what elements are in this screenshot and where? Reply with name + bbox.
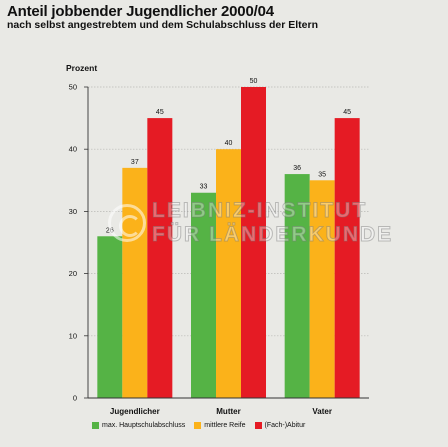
legend-swatch bbox=[194, 422, 202, 429]
chart-title: Anteil jobbender Jugendlicher 2000/04 bbox=[7, 3, 274, 20]
data-label: 33 bbox=[200, 184, 208, 191]
copyright-logo-icon bbox=[108, 204, 146, 242]
y-tick-label: 20 bbox=[69, 269, 77, 278]
y-tick-label: 40 bbox=[69, 145, 77, 154]
watermark-line-2: FÜR LÄNDERKUNDE bbox=[151, 223, 394, 246]
bar-2-vater bbox=[309, 180, 335, 398]
legend-swatch bbox=[92, 422, 99, 429]
data-label: 50 bbox=[250, 78, 258, 85]
data-label: 36 bbox=[293, 165, 301, 172]
bar-1-mutter bbox=[191, 192, 216, 398]
y-tick-label: 50 bbox=[69, 83, 77, 92]
watermark: LEIBNIZ-INSTITUT FÜR LÄNDERKUNDE bbox=[108, 198, 392, 252]
bar-1-vater bbox=[284, 174, 310, 398]
bar-3-mutter bbox=[241, 87, 266, 398]
legend-swatch bbox=[254, 422, 262, 429]
bar-1-jugendlicher bbox=[97, 236, 123, 398]
legend-label: (Fach-)Abitur bbox=[264, 422, 306, 429]
x-tick-label: Jugendlicher bbox=[110, 407, 160, 416]
legend-label: max. Hauptschulabschluss bbox=[102, 422, 186, 429]
watermark-line-1: LEIBNIZ-INSTITUT bbox=[151, 199, 368, 222]
legend-label: mittlere Reife bbox=[204, 422, 246, 429]
bar-2-mutter bbox=[216, 149, 241, 398]
legend-item: (Fach-)Abitur bbox=[254, 422, 306, 429]
data-label: 45 bbox=[343, 109, 351, 116]
data-label: 45 bbox=[156, 109, 164, 116]
data-label: 37 bbox=[131, 159, 139, 166]
chart-subtitle: nach selbst angestrebtem und dem Schulab… bbox=[7, 19, 319, 31]
x-tick-label: Mutter bbox=[216, 407, 240, 416]
x-tick-label: Vater bbox=[312, 407, 332, 416]
y-axis-label: Prozent bbox=[66, 63, 97, 73]
data-label: 35 bbox=[318, 171, 326, 178]
legend: max. Hauptschulabschluss mittlere Reife (F… bbox=[92, 422, 314, 429]
data-label: 40 bbox=[225, 140, 233, 147]
bar-3-jugendlicher bbox=[147, 118, 173, 398]
y-tick-label: 10 bbox=[69, 331, 77, 340]
bar-3-vater bbox=[334, 118, 360, 398]
y-tick-label: 30 bbox=[69, 207, 77, 216]
legend-item: mittlere Reife bbox=[194, 422, 246, 429]
y-tick-label: 0 bbox=[73, 394, 77, 403]
legend-item: max. Hauptschulabschluss bbox=[92, 422, 185, 429]
